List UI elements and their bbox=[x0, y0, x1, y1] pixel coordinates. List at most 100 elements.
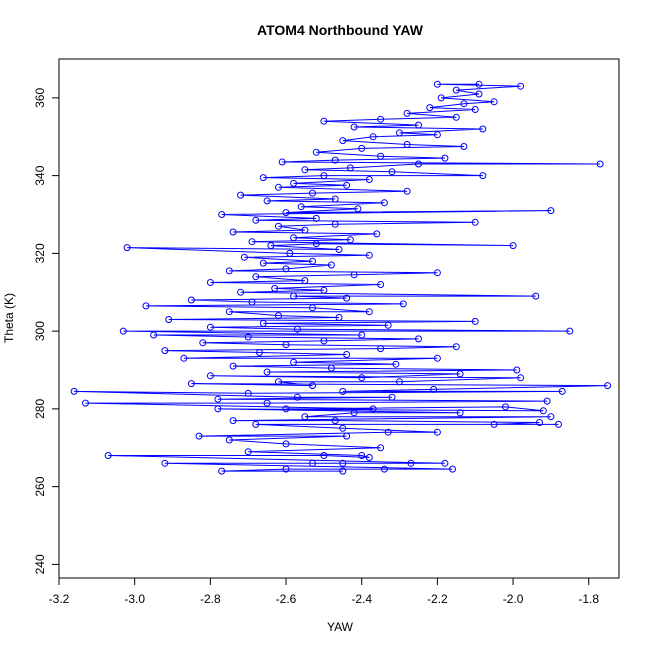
data-point bbox=[441, 154, 449, 162]
data-point bbox=[377, 115, 385, 123]
data-point bbox=[331, 156, 339, 164]
data-point bbox=[471, 317, 479, 325]
data-point bbox=[539, 407, 547, 415]
data-point bbox=[433, 428, 441, 436]
data-point bbox=[517, 374, 525, 382]
data-point bbox=[331, 417, 339, 425]
x-tick-label: -2.0 bbox=[503, 592, 524, 606]
data-point bbox=[343, 294, 351, 302]
data-point bbox=[377, 345, 385, 353]
data-point bbox=[396, 378, 403, 386]
data-point bbox=[150, 331, 158, 339]
data-point bbox=[339, 424, 347, 432]
data-point bbox=[452, 113, 460, 121]
data-point bbox=[320, 172, 328, 180]
data-point bbox=[433, 80, 441, 88]
data-point bbox=[437, 94, 445, 102]
data-point bbox=[392, 360, 400, 368]
data-point bbox=[263, 399, 271, 407]
data-point bbox=[229, 228, 237, 236]
y-axis: 240 260 280 300 320 340 360 bbox=[33, 88, 60, 574]
data-point bbox=[290, 292, 298, 300]
data-point bbox=[199, 339, 207, 347]
data-point bbox=[248, 298, 256, 306]
chart-title: ATOM4 Northbound YAW bbox=[257, 22, 424, 38]
data-point bbox=[339, 387, 347, 395]
data-point bbox=[377, 152, 385, 160]
data-point bbox=[225, 267, 233, 275]
data-point bbox=[350, 271, 358, 279]
data-point bbox=[365, 176, 373, 183]
data-point bbox=[275, 378, 282, 386]
data-point bbox=[225, 308, 233, 316]
data-point bbox=[354, 205, 362, 213]
data-point bbox=[358, 374, 366, 382]
data-point bbox=[415, 121, 422, 129]
data-point bbox=[187, 380, 195, 388]
data-point bbox=[384, 428, 392, 436]
y-tick-label: 340 bbox=[33, 165, 47, 185]
data-point bbox=[290, 358, 298, 366]
data-point bbox=[252, 216, 260, 224]
data-point bbox=[596, 160, 604, 168]
data-point bbox=[517, 82, 525, 90]
data-point bbox=[543, 397, 551, 405]
data-point bbox=[282, 341, 290, 349]
data-point bbox=[312, 240, 320, 248]
data-point bbox=[369, 405, 377, 413]
data-point bbox=[346, 236, 354, 244]
data-point bbox=[218, 467, 226, 475]
data-point bbox=[327, 364, 335, 372]
data-point bbox=[479, 172, 487, 180]
data-point bbox=[244, 333, 252, 341]
data-point bbox=[195, 432, 203, 440]
data-point bbox=[475, 80, 483, 88]
data-point bbox=[350, 409, 358, 417]
data-point bbox=[206, 372, 214, 380]
data-point bbox=[187, 296, 195, 304]
data-point bbox=[263, 368, 271, 376]
data-point bbox=[161, 459, 169, 467]
x-axis-label: YAW bbox=[327, 620, 354, 634]
data-point bbox=[282, 440, 290, 448]
data-point bbox=[449, 465, 456, 473]
data-point bbox=[441, 459, 449, 467]
data-point bbox=[433, 269, 441, 277]
data-point bbox=[142, 302, 150, 310]
data-point bbox=[320, 337, 328, 345]
data-point bbox=[244, 448, 252, 456]
data-point bbox=[377, 281, 385, 288]
data-point bbox=[301, 226, 309, 234]
data-point bbox=[399, 300, 407, 308]
data-point bbox=[165, 316, 173, 323]
y-tick-label: 280 bbox=[33, 399, 47, 419]
data-point bbox=[343, 351, 351, 358]
data-point bbox=[350, 123, 358, 131]
data-point bbox=[297, 203, 305, 211]
data-point bbox=[490, 98, 498, 106]
data-point bbox=[225, 436, 233, 444]
data-point bbox=[479, 125, 487, 133]
data-point bbox=[365, 454, 373, 461]
data-point bbox=[403, 187, 411, 195]
data-point bbox=[312, 148, 320, 156]
plot-frame bbox=[58, 58, 620, 579]
data-point bbox=[293, 325, 301, 333]
data-point bbox=[335, 314, 343, 321]
data-point bbox=[452, 343, 460, 351]
data-point bbox=[240, 253, 248, 261]
data-point bbox=[214, 395, 222, 403]
data-point bbox=[415, 335, 422, 343]
data-point bbox=[358, 331, 366, 339]
data-point bbox=[509, 242, 517, 250]
series-line bbox=[74, 83, 608, 472]
data-point bbox=[358, 144, 366, 152]
x-axis: -3.2 -3.0 -2.8 -2.6 -2.4 -2.2 -2.0 -1.8 bbox=[49, 577, 599, 606]
data-point bbox=[396, 129, 403, 137]
data-point bbox=[282, 465, 290, 473]
data-point bbox=[555, 420, 562, 428]
x-tick-label: -2.4 bbox=[351, 592, 372, 606]
data-point bbox=[343, 181, 351, 189]
data-point bbox=[119, 327, 127, 335]
data-point bbox=[456, 370, 464, 378]
